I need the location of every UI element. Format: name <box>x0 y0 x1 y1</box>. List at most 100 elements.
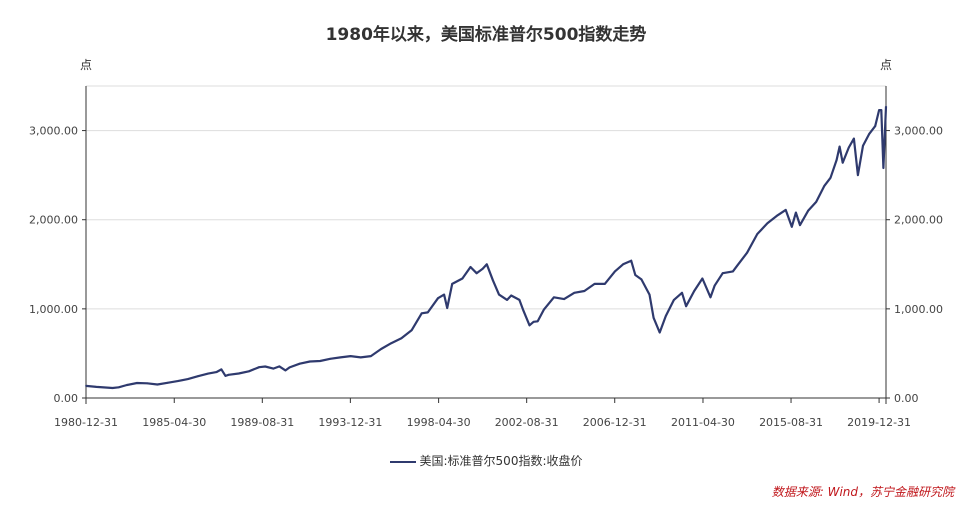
x-tick-label: 1989-08-31 <box>230 416 294 429</box>
data-point <box>880 109 883 111</box>
data-point <box>882 167 885 169</box>
data-point <box>481 267 484 270</box>
data-point <box>461 277 464 280</box>
x-tick-label: 2011-04-30 <box>671 416 735 429</box>
legend: 美国:标准普尔500指数:收盘价 <box>0 452 972 469</box>
x-tick-label: 1998-04-30 <box>407 416 471 429</box>
data-point <box>573 291 576 294</box>
data-point <box>553 296 555 299</box>
gridlines <box>86 85 886 310</box>
data-point <box>85 385 87 387</box>
data-point <box>420 312 423 315</box>
data-point <box>799 224 801 227</box>
data-point <box>284 369 287 372</box>
data-point <box>807 209 809 212</box>
data-point <box>835 159 838 161</box>
data-point <box>721 272 724 275</box>
data-point <box>227 373 230 376</box>
data-point <box>146 382 149 385</box>
data-point <box>874 125 877 127</box>
data-point <box>95 386 98 388</box>
data-point <box>359 356 362 359</box>
data-point <box>815 201 818 203</box>
data-point <box>563 298 565 300</box>
data-point <box>437 297 439 300</box>
data-point <box>349 355 352 357</box>
data-point <box>492 279 494 282</box>
data-point <box>278 365 281 368</box>
data-point <box>829 176 832 179</box>
data-point <box>380 348 382 350</box>
data-point <box>862 144 864 147</box>
y-tick-label-left: 0.00 <box>54 392 79 405</box>
data-point <box>784 209 787 211</box>
data-point <box>583 290 586 292</box>
data-point <box>224 375 227 377</box>
y-axis-unit-left: 点 <box>80 58 93 72</box>
data-point <box>664 315 667 317</box>
data-point <box>622 263 624 266</box>
chart-title: 1980年以来，美国标准普尔500指数走势 <box>325 25 647 45</box>
data-point <box>823 184 826 187</box>
data-point <box>400 337 403 340</box>
data-point <box>220 368 223 371</box>
data-point <box>838 145 841 148</box>
x-tick-label: 2006-12-31 <box>583 416 647 429</box>
data-point <box>272 367 275 370</box>
data-point <box>713 284 716 287</box>
data-point <box>288 366 291 369</box>
data-point <box>248 370 250 373</box>
data-point <box>614 270 616 273</box>
series-layer <box>85 105 888 390</box>
data-point <box>536 320 539 323</box>
data-point <box>709 296 712 299</box>
data-point <box>673 299 675 301</box>
legend-label: 美国:标准普尔500指数:收盘价 <box>419 454 583 468</box>
data-point <box>795 211 797 214</box>
y-tick-label-left: 1,000.00 <box>29 303 78 316</box>
data-point <box>847 146 850 149</box>
data-point <box>215 371 218 373</box>
data-point <box>117 386 120 389</box>
legend-swatch <box>389 460 416 463</box>
x-tick-label: 2019-12-31 <box>847 416 911 429</box>
data-point <box>166 381 169 384</box>
data-point <box>475 272 478 275</box>
data-point <box>136 382 138 384</box>
data-point <box>756 233 759 235</box>
data-point <box>634 274 637 276</box>
data-point <box>736 265 738 267</box>
source-note: 数据来源: Wind，苏宁金融研究院 <box>771 485 954 499</box>
data-point <box>469 266 472 268</box>
data-point <box>518 299 521 301</box>
data-point <box>732 270 734 273</box>
data-point <box>485 263 488 266</box>
data-point <box>853 137 855 140</box>
data-point <box>390 342 393 345</box>
data-point <box>339 356 342 359</box>
data-point <box>237 372 240 375</box>
data-point <box>498 293 500 296</box>
data-point <box>126 384 128 386</box>
x-tick-label: 1993-12-31 <box>318 416 382 429</box>
x-tick-label: 1980-12-31 <box>54 416 118 429</box>
data-point <box>309 360 311 363</box>
data-point <box>187 378 189 380</box>
data-point <box>701 277 704 280</box>
data-point <box>542 308 545 311</box>
data-point <box>841 161 844 164</box>
data-point <box>693 290 696 292</box>
data-point <box>522 309 525 312</box>
data-point <box>857 174 859 177</box>
data-point <box>510 294 513 297</box>
data-point <box>532 320 535 323</box>
data-point <box>685 305 687 308</box>
y-tick-label-left: 3,000.00 <box>29 125 78 138</box>
data-point <box>790 225 793 228</box>
series-line <box>85 106 888 390</box>
data-point <box>329 357 332 360</box>
data-point <box>746 251 748 254</box>
y-tick-label-right: 0.00 <box>894 392 919 405</box>
data-point <box>370 355 372 357</box>
data-point <box>426 311 429 314</box>
